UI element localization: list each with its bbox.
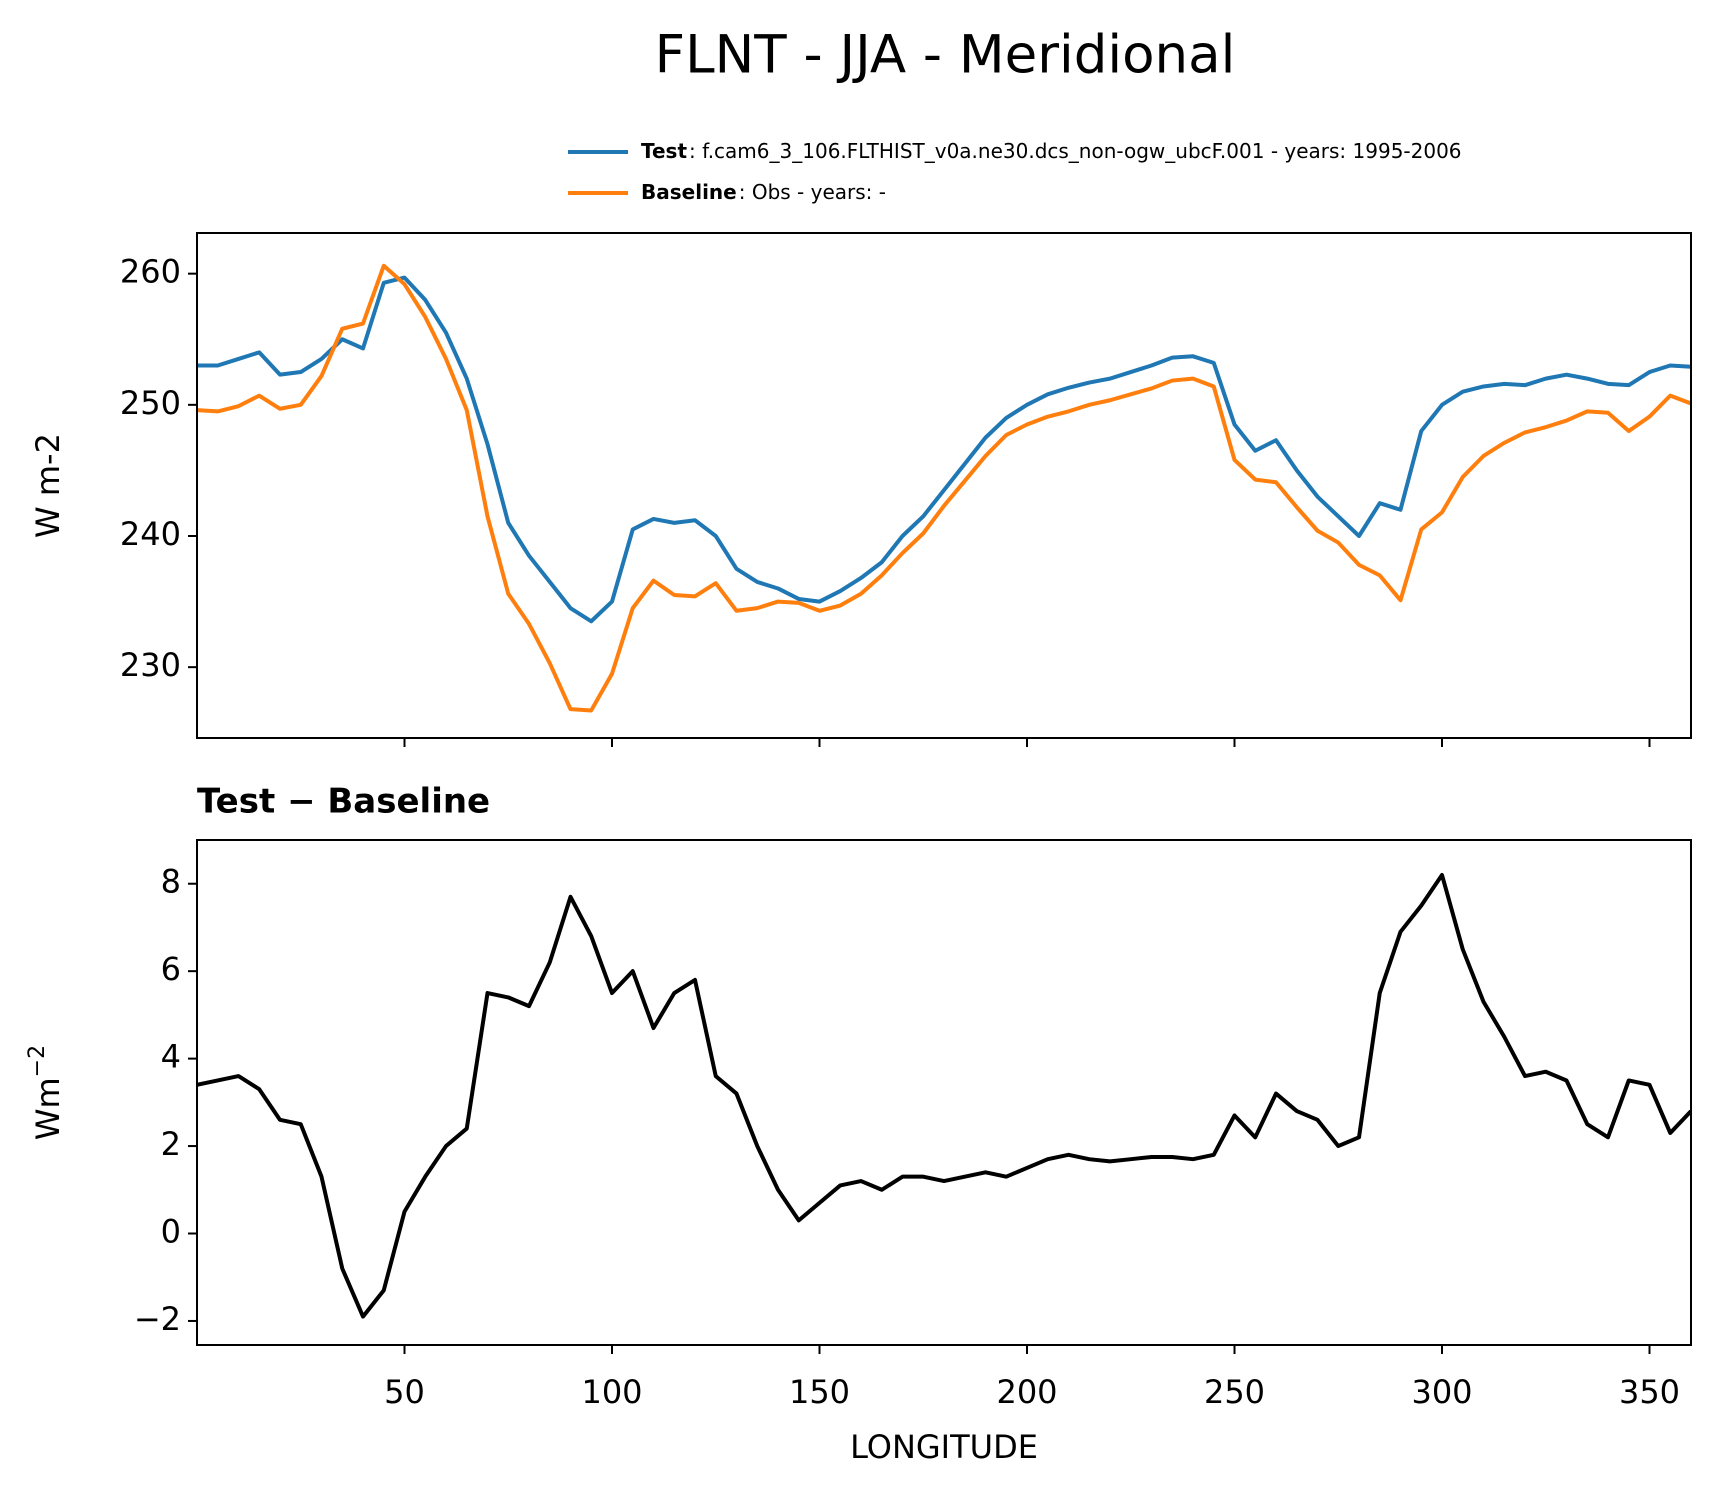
x-tick-label: 100 bbox=[581, 1373, 642, 1411]
x-tick-label: 350 bbox=[1619, 1373, 1680, 1411]
legend-name: Baseline bbox=[641, 180, 737, 204]
legend-description: : f.cam6_3_106.FLTHIST_v0a.ne30.dcs_non-… bbox=[689, 139, 1462, 163]
y-tick-label: 240 bbox=[120, 515, 181, 553]
panel-title: Test − Baseline bbox=[197, 782, 490, 822]
x-tick-label: 50 bbox=[384, 1373, 425, 1411]
data-line bbox=[197, 263, 1691, 713]
plot-frame bbox=[196, 839, 1692, 1346]
legend-entry: Baseline: Obs - years: - bbox=[641, 180, 886, 204]
y-tick-label: 2 bbox=[161, 1125, 181, 1163]
data-line bbox=[197, 872, 1691, 1319]
y-axis-label-text: Wm bbox=[29, 1077, 67, 1140]
y-axis-label: Wm−2 bbox=[25, 1045, 67, 1140]
y-tick-label: 4 bbox=[161, 1038, 181, 1076]
y-tick-label: −2 bbox=[134, 1300, 181, 1338]
x-tick-label: 300 bbox=[1411, 1373, 1472, 1411]
y-tick-label: 260 bbox=[120, 253, 181, 291]
x-axis-label: LONGITUDE bbox=[850, 1428, 1038, 1466]
data-line bbox=[197, 275, 1691, 624]
legend-name: Test bbox=[641, 139, 687, 163]
legend-description: : Obs - years: - bbox=[739, 180, 886, 204]
y-axis-label-superscript: −2 bbox=[25, 1045, 50, 1077]
legend-entry: Test: f.cam6_3_106.FLTHIST_v0a.ne30.dcs_… bbox=[641, 139, 1462, 163]
x-tick-label: 250 bbox=[1204, 1373, 1265, 1411]
y-axis-label: W m-2 bbox=[29, 433, 67, 538]
y-tick-label: 0 bbox=[161, 1213, 181, 1251]
y-tick-label: 230 bbox=[120, 646, 181, 684]
y-tick-label: 6 bbox=[161, 950, 181, 988]
plot-frame bbox=[196, 232, 1692, 739]
y-axis-label-text: W m-2 bbox=[29, 433, 67, 538]
figure-title: FLNT - JJA - Meridional bbox=[655, 25, 1236, 86]
y-tick-label: 8 bbox=[161, 863, 181, 901]
x-tick-label: 150 bbox=[789, 1373, 850, 1411]
x-tick-label: 200 bbox=[996, 1373, 1057, 1411]
y-tick-label: 250 bbox=[120, 384, 181, 422]
